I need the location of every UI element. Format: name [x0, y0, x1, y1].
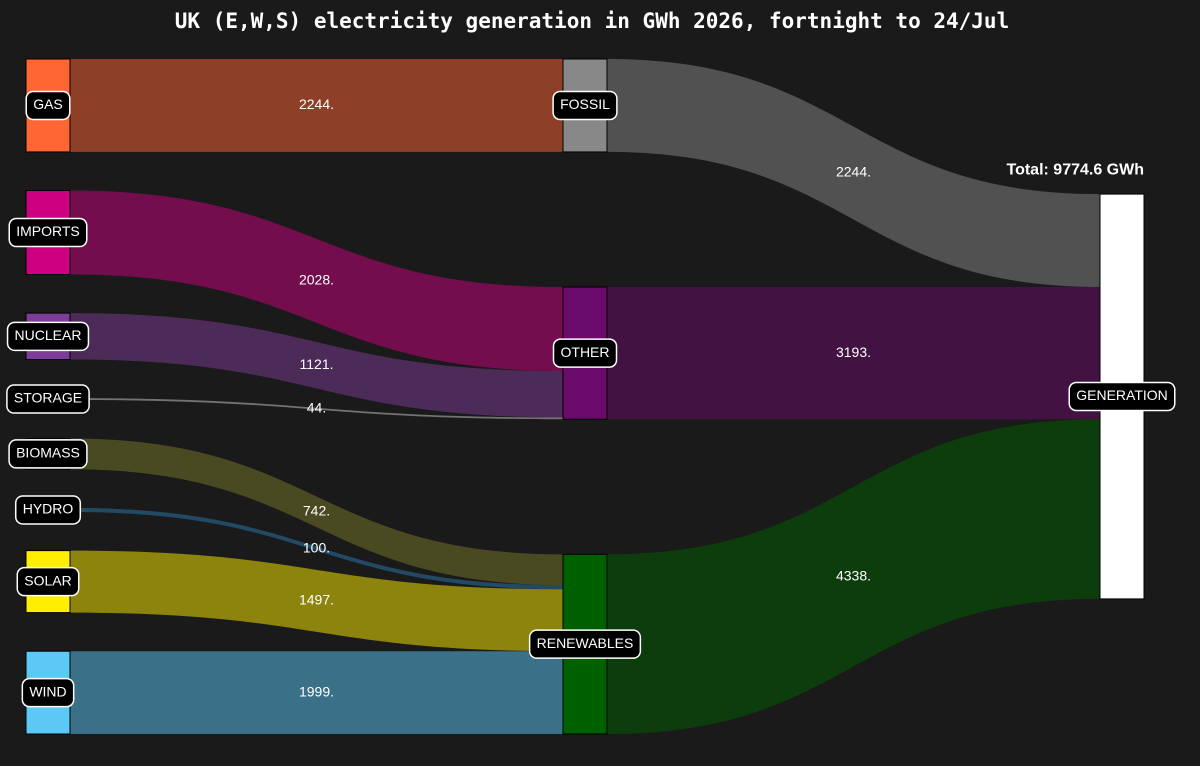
link-value-label: 2028. [299, 271, 334, 287]
link [607, 419, 1100, 734]
node-label: GENERATION [1076, 387, 1168, 403]
link [607, 287, 1100, 420]
link [70, 507, 563, 590]
link-value-label: 3193. [836, 344, 871, 360]
chart-title: UK (E,W,S) electricity generation in GWh… [175, 9, 1009, 33]
node-label: OTHER [561, 344, 610, 360]
node-label: RENEWABLES [537, 635, 634, 651]
link-value-label: 100. [303, 539, 330, 555]
link [70, 651, 563, 734]
node-label: IMPORTS [16, 223, 80, 239]
node-label: HYDRO [23, 501, 74, 517]
node-label-box [552, 90, 618, 121]
labels: 2244. 2028. 1121. 44. 742. 100. 1497. 1999. 2244… [6, 90, 1176, 708]
link [70, 550, 563, 652]
link-value-label: 1121. [300, 356, 334, 372]
node-label-box [8, 439, 88, 469]
link [70, 190, 563, 372]
link-value-label: 44. [307, 399, 326, 415]
node-label-box [25, 90, 71, 121]
node-label: SOLAR [24, 572, 71, 588]
node-label-box [528, 629, 642, 659]
node-label: NUCLEAR [15, 327, 82, 343]
node-label: BIOMASS [16, 445, 80, 461]
link-value-label: 1999. [299, 683, 334, 699]
node-label: WIND [29, 683, 66, 699]
node-label-box [14, 495, 82, 525]
node-label-box [16, 566, 80, 597]
link [70, 313, 563, 418]
node-label-box [552, 338, 618, 368]
link-value-label: 742. [303, 503, 330, 519]
node-label: FOSSIL [560, 96, 610, 112]
link-value-label: 2244. [836, 164, 871, 180]
links [70, 59, 1100, 734]
link [70, 59, 563, 152]
node-label-box [21, 677, 75, 708]
link [70, 438, 563, 586]
node-label-box [6, 321, 90, 352]
link-value-label: 2244. [299, 96, 334, 112]
link [70, 398, 563, 420]
node-label-box [6, 384, 90, 414]
total-annotation: Total: 9774.6 GWh [1006, 161, 1144, 178]
link-value-label: 1497. [299, 592, 334, 608]
node-label: STORAGE [14, 390, 82, 406]
node-label-box [8, 217, 88, 248]
link [607, 59, 1100, 288]
link-value-label: 4338. [836, 567, 871, 583]
node-label-box [1068, 381, 1176, 412]
node-label: GAS [33, 96, 63, 112]
